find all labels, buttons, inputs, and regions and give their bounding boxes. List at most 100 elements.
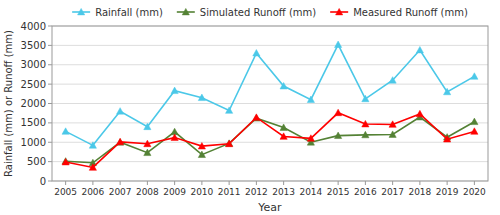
data-point bbox=[444, 136, 451, 142]
data-point bbox=[253, 50, 260, 56]
x-tick bbox=[256, 181, 257, 185]
x-tick-label: 2011 bbox=[218, 187, 241, 197]
data-point bbox=[335, 132, 342, 138]
data-point bbox=[171, 134, 178, 140]
data-point bbox=[389, 131, 396, 137]
y-tick bbox=[48, 45, 52, 46]
data-point bbox=[389, 77, 396, 83]
x-tick bbox=[365, 181, 366, 185]
x-tick-label: 2005 bbox=[54, 187, 77, 197]
grid-line bbox=[52, 103, 488, 104]
x-tick bbox=[419, 181, 420, 185]
x-tick bbox=[201, 181, 202, 185]
y-tick-label: 3500 bbox=[21, 40, 46, 51]
data-point bbox=[144, 140, 151, 146]
data-point bbox=[280, 82, 287, 88]
axes: 0 500 1000 1500 2000 2500 3000 3500 4000 2005 2006… bbox=[21, 21, 488, 198]
legend-label: Simulated Runoff (mm) bbox=[200, 7, 316, 18]
series-line bbox=[66, 113, 475, 168]
data-point bbox=[471, 73, 478, 79]
data-point bbox=[89, 164, 96, 170]
y-tick bbox=[48, 142, 52, 143]
grid-line bbox=[52, 45, 488, 46]
data-point bbox=[171, 87, 178, 93]
x-tick-label: 2006 bbox=[81, 187, 104, 197]
data-point bbox=[389, 121, 396, 127]
legend-marker bbox=[78, 8, 85, 14]
x-tick-label: 2020 bbox=[463, 187, 486, 197]
x-tick bbox=[229, 181, 230, 185]
x-tick bbox=[392, 181, 393, 185]
data-point bbox=[444, 88, 451, 94]
legend-label: Rainfall (mm) bbox=[95, 7, 163, 18]
y-axis-label: Rainfall (mm) or Runoff (mm) bbox=[3, 30, 14, 177]
chart-container: 0 500 1000 1500 2000 2500 3000 3500 4000 2005 2006… bbox=[0, 0, 500, 215]
data-point bbox=[280, 133, 287, 139]
series bbox=[62, 113, 478, 165]
data-point bbox=[253, 115, 260, 121]
data-point bbox=[89, 142, 96, 148]
legend-label: Measured Runoff (mm) bbox=[353, 7, 468, 18]
data-point bbox=[144, 123, 151, 129]
y-tick-label: 2000 bbox=[21, 98, 46, 109]
x-tick bbox=[65, 181, 66, 185]
y-tick-label: 1000 bbox=[21, 137, 46, 148]
data-point bbox=[471, 118, 478, 124]
y-tick bbox=[48, 103, 52, 104]
data-point bbox=[62, 158, 69, 164]
x-tick-label: 2014 bbox=[299, 187, 322, 197]
data-point bbox=[198, 94, 205, 100]
x-tick bbox=[174, 181, 175, 185]
x-tick-label: 2010 bbox=[190, 187, 213, 197]
y-tick-label: 3000 bbox=[21, 59, 46, 70]
series-line bbox=[66, 117, 475, 163]
chart-svg: 0 500 1000 1500 2000 2500 3000 3500 4000 2005 2006… bbox=[0, 0, 500, 215]
data-point bbox=[226, 140, 233, 146]
y-tick bbox=[48, 84, 52, 85]
y-tick-label: 500 bbox=[27, 156, 46, 167]
x-tick-label: 2019 bbox=[436, 187, 459, 197]
y-tick bbox=[48, 122, 52, 123]
data-point bbox=[335, 109, 342, 115]
x-tick bbox=[147, 181, 148, 185]
grid-line bbox=[52, 84, 488, 85]
legend-marker bbox=[182, 8, 189, 14]
y-tick-label: 2500 bbox=[21, 79, 46, 90]
grid-line bbox=[52, 161, 488, 162]
data-point bbox=[253, 114, 260, 120]
data-point bbox=[280, 124, 287, 130]
x-tick-label: 2008 bbox=[136, 187, 159, 197]
data-point bbox=[416, 46, 423, 52]
data-point bbox=[117, 108, 124, 114]
x-tick-label: 2007 bbox=[109, 187, 132, 197]
y-tick-label: 4000 bbox=[21, 21, 46, 32]
data-point bbox=[362, 120, 369, 126]
x-tick bbox=[283, 181, 284, 185]
plot-background bbox=[52, 26, 488, 181]
data-point bbox=[144, 149, 151, 155]
x-tick bbox=[92, 181, 93, 185]
y-tick bbox=[48, 181, 52, 182]
y-tick bbox=[48, 161, 52, 162]
x-tick-label: 2017 bbox=[381, 187, 404, 197]
data-point bbox=[335, 41, 342, 47]
data-point bbox=[62, 158, 69, 164]
data-point bbox=[198, 151, 205, 157]
data-point bbox=[362, 95, 369, 101]
y-tick-label: 0 bbox=[40, 176, 46, 187]
x-tick-label: 2012 bbox=[245, 187, 268, 197]
y-tick-label: 1500 bbox=[21, 117, 46, 128]
data-layer bbox=[62, 41, 478, 170]
plot-frame bbox=[52, 26, 488, 181]
grid-line bbox=[52, 64, 488, 65]
x-tick-label: 2016 bbox=[354, 187, 377, 197]
data-point bbox=[226, 107, 233, 113]
series bbox=[62, 41, 478, 148]
x-tick-label: 2009 bbox=[163, 187, 186, 197]
legend-item: Rainfall (mm) bbox=[72, 7, 163, 18]
grid bbox=[52, 26, 488, 181]
x-tick bbox=[120, 181, 121, 185]
x-tick-label: 2013 bbox=[272, 187, 295, 197]
data-point bbox=[307, 96, 314, 102]
y-tick bbox=[48, 64, 52, 65]
